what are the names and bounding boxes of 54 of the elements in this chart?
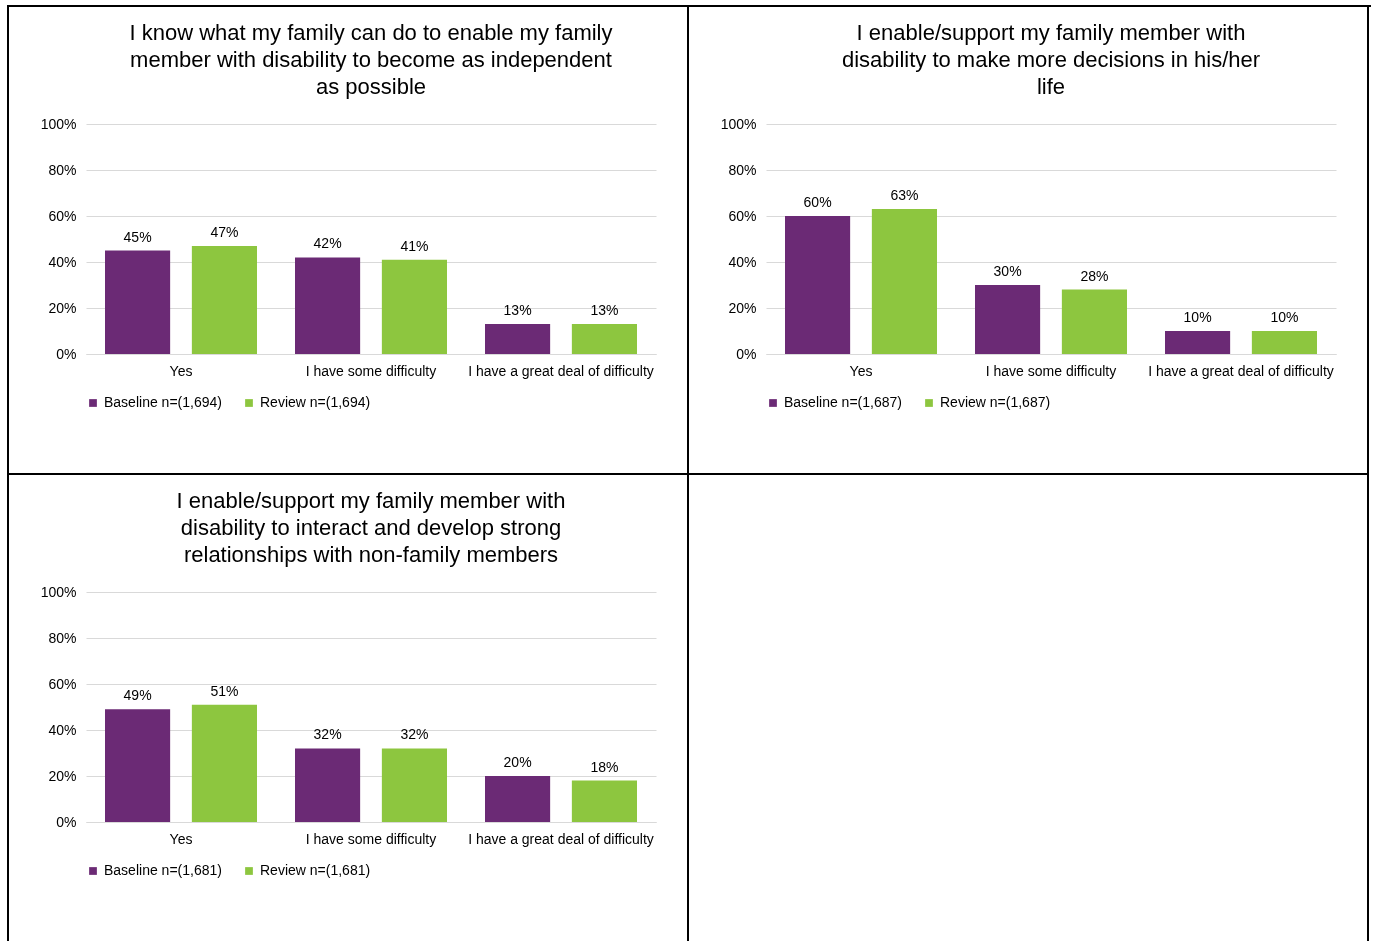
y-tick-label: 0% xyxy=(56,345,77,362)
legend-label: Review n=(1,694) xyxy=(260,394,371,410)
y-tick-label: 80% xyxy=(48,629,77,646)
legend-label: Review n=(1,681) xyxy=(260,862,371,878)
data-label: 32% xyxy=(400,726,429,743)
data-label: 42% xyxy=(313,235,342,252)
data-label: 60% xyxy=(803,194,832,210)
y-tick-label: 40% xyxy=(48,721,77,738)
x-tick-label: I have a great deal of difficulty xyxy=(468,362,654,379)
y-tick-label: 100% xyxy=(40,583,77,600)
x-tick-label: I have some difficulty xyxy=(305,362,437,379)
legend-label: Baseline n=(1,687) xyxy=(784,394,902,410)
y-tick-label: 60% xyxy=(48,207,77,224)
y-tick-label: 80% xyxy=(48,161,77,178)
data-label: 10% xyxy=(1270,309,1299,325)
y-tick-label: 100% xyxy=(720,115,757,132)
x-tick-label: I have a great deal of difficulty xyxy=(1148,362,1334,379)
chart-title: I know what my family can do to enable my family member with disability to become as independent as possible xyxy=(129,20,613,99)
x-tick-label: I have a great deal of difficulty xyxy=(468,830,654,847)
y-tick-label: 20% xyxy=(728,299,757,316)
data-label: 13% xyxy=(503,302,532,319)
x-tick-label: Yes xyxy=(169,830,193,847)
data-label: 41% xyxy=(400,237,429,254)
x-tick-label: I have some difficulty xyxy=(985,362,1117,379)
y-tick-label: 40% xyxy=(728,253,757,270)
data-label: 32% xyxy=(313,726,342,743)
x-tick-label: Yes xyxy=(849,362,873,379)
data-label: 45% xyxy=(123,228,152,245)
y-tick-label: 20% xyxy=(48,299,77,316)
data-label: 47% xyxy=(210,223,239,240)
y-tick-label: 60% xyxy=(48,675,77,692)
data-label: 20% xyxy=(503,754,532,770)
data-label: 13% xyxy=(590,302,619,319)
y-tick-label: 60% xyxy=(728,207,757,224)
chart-title: I enable/support my family member with disability to interact and develop strong relationships with non-family members xyxy=(176,488,566,567)
y-tick-label: 80% xyxy=(728,161,757,178)
chart-title: I enable/support my family member with disability to make more decisions in his/her life xyxy=(841,20,1261,99)
y-tick-label: 100% xyxy=(40,115,77,132)
data-label: 49% xyxy=(123,687,152,704)
y-tick-label: 40% xyxy=(48,253,77,270)
y-tick-label: 0% xyxy=(56,813,77,830)
y-tick-label: 0% xyxy=(736,345,757,362)
legend-label: Review n=(1,687) xyxy=(940,394,1051,410)
y-tick-label: 20% xyxy=(48,767,77,784)
legend-label: Baseline n=(1,681) xyxy=(104,862,222,878)
x-tick-label: Yes xyxy=(169,362,193,379)
x-tick-label: I have some difficulty xyxy=(305,830,437,847)
legend-label: Baseline n=(1,694) xyxy=(104,394,222,410)
data-label: 63% xyxy=(890,187,919,204)
data-label: 51% xyxy=(210,682,239,699)
data-label: 28% xyxy=(1080,267,1109,284)
data-label: 18% xyxy=(590,758,619,775)
data-label: 30% xyxy=(993,263,1022,279)
data-label: 10% xyxy=(1183,309,1212,325)
